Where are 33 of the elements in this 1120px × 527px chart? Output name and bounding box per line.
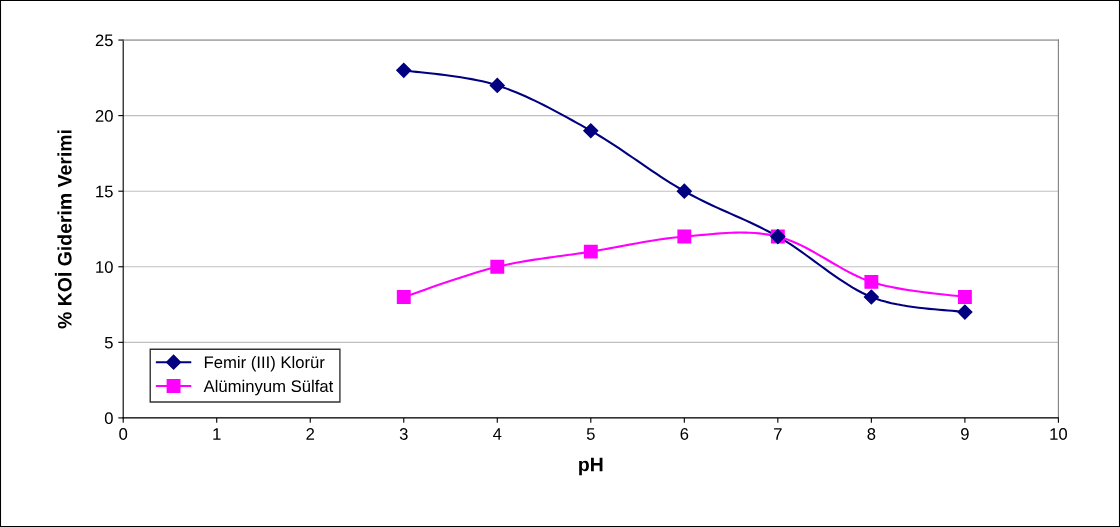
y-tick-label: 5 — [104, 336, 113, 349]
point — [396, 290, 411, 304]
y-axis-title: % KOİ Giderim Verimi — [54, 130, 72, 329]
x-tick-label: 6 — [680, 428, 689, 440]
x-tick-label: 4 — [493, 428, 502, 440]
x-tick-label: 0 — [119, 428, 128, 440]
x-tick-label: 3 — [399, 428, 408, 440]
x-tick-label: 5 — [586, 428, 595, 440]
legend-label: Femir (III) Klorür — [204, 355, 325, 372]
y-tick-label: 20 — [95, 110, 113, 122]
y-tick-label: 25 — [95, 34, 113, 47]
x-tick-label: 7 — [774, 428, 782, 440]
point — [489, 77, 505, 93]
legend-label: Alüminyum Sülfat — [203, 379, 334, 396]
point — [864, 274, 879, 289]
x-tick-label: 9 — [961, 428, 969, 440]
point — [490, 259, 505, 274]
y-tick-label: 10 — [96, 261, 113, 273]
point — [676, 183, 692, 199]
point — [396, 62, 412, 78]
point — [957, 304, 973, 320]
point — [957, 290, 972, 304]
point — [583, 244, 598, 259]
y-tick-label: 0 — [104, 412, 113, 425]
x-axis-title: pH — [579, 457, 603, 476]
x-tick-label: 2 — [306, 428, 315, 440]
x-tick-label: 1 — [213, 428, 221, 440]
point — [677, 229, 692, 244]
x-tick-label: 10 — [1050, 428, 1068, 440]
point — [583, 123, 599, 139]
x-tick-label: 8 — [867, 428, 876, 440]
point — [863, 289, 879, 305]
y-tick-label: 15 — [96, 185, 113, 198]
